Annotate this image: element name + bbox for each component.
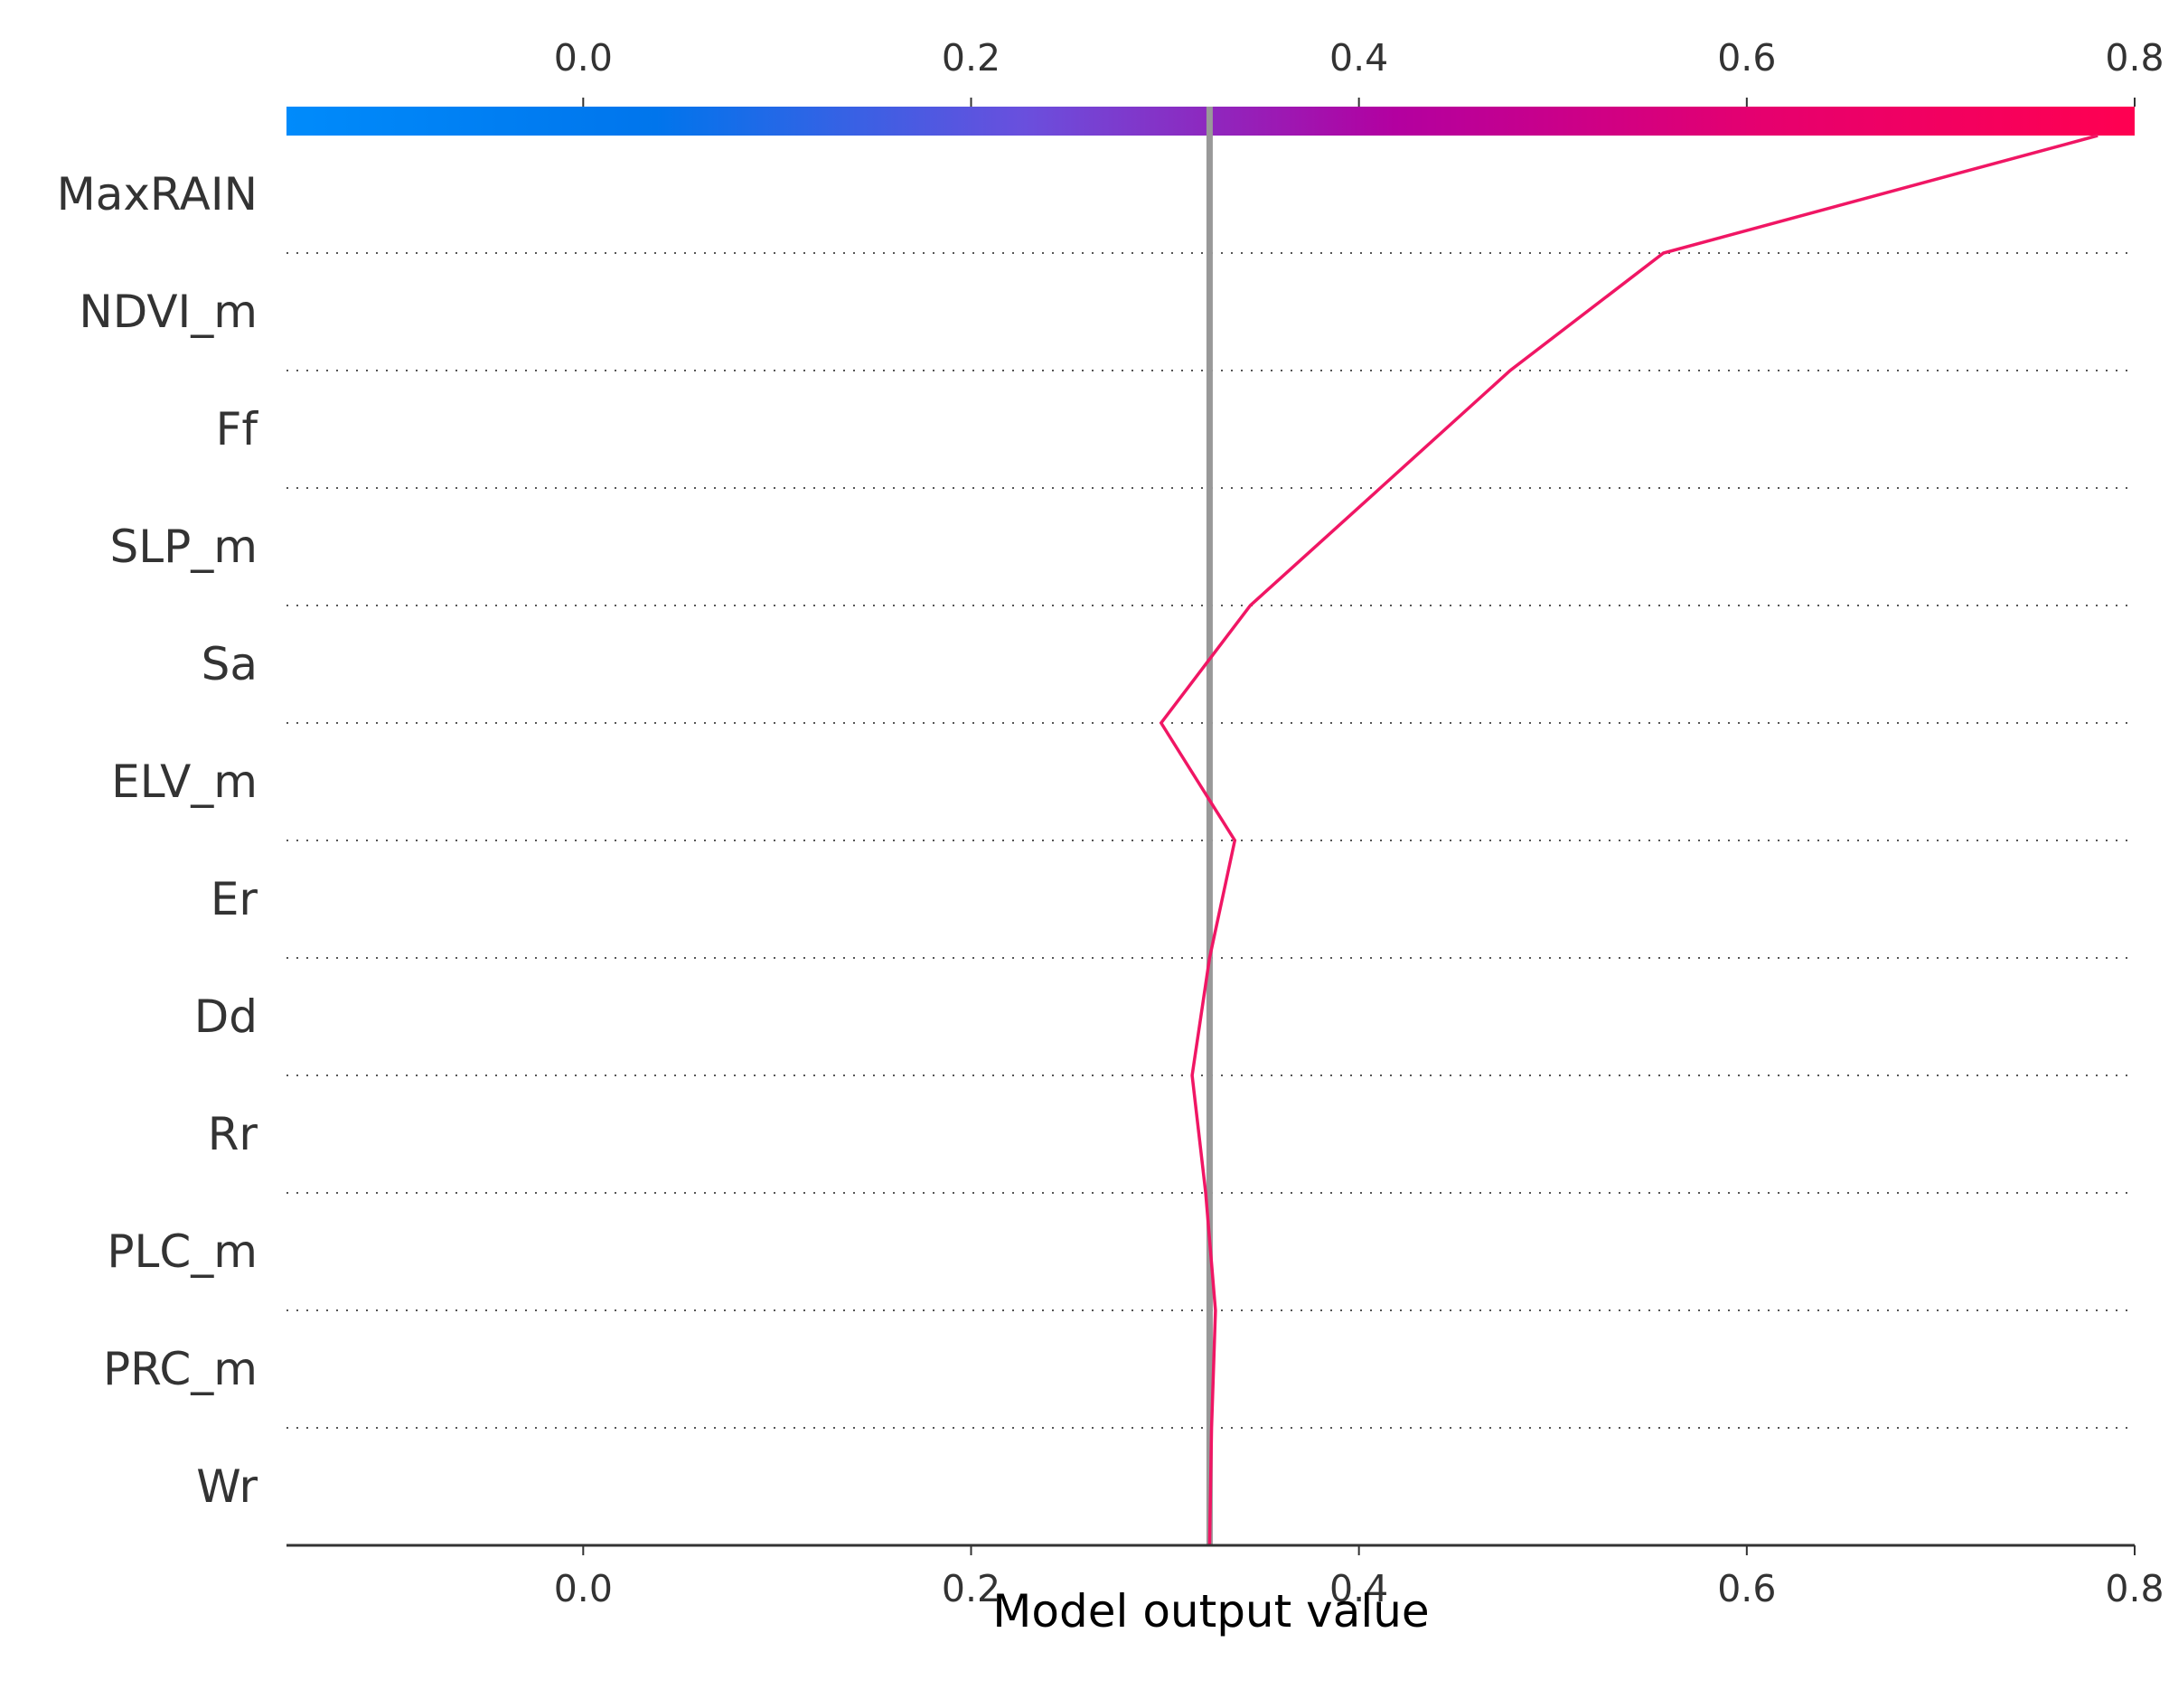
feature-labels: MaxRAIN NDVI_m Ff SLP_m Sa ELV_m Er Dd Rr PLC_m PR… <box>57 168 259 1513</box>
feature-label: Er <box>211 873 258 925</box>
feature-label: Sa <box>202 638 258 690</box>
feature-label: Wr <box>196 1460 258 1513</box>
feature-label: Dd <box>194 990 258 1043</box>
decision-path <box>1159 134 2099 1546</box>
feature-label: SLP_m <box>110 521 258 573</box>
top-tick-label: 0.4 <box>1329 36 1388 80</box>
x-tick-label: 0.0 <box>554 1567 613 1610</box>
top-tick-label: 0.8 <box>2105 36 2164 80</box>
top-tick-label: 0.2 <box>942 36 1000 80</box>
feature-label: Ff <box>216 403 259 455</box>
x-axis: 0.0 0.2 0.4 0.6 0.8 <box>286 1544 2164 1610</box>
feature-label: PRC_m <box>103 1343 258 1395</box>
top-tick-label: 0.0 <box>554 36 613 80</box>
feature-label: Rr <box>208 1108 258 1160</box>
feature-label: PLC_m <box>107 1225 258 1278</box>
x-tick-label: 0.2 <box>942 1567 1000 1610</box>
feature-label: NDVI_m <box>79 286 258 338</box>
x-axis-title: Model output value <box>992 1585 1429 1638</box>
top-tick-label: 0.6 <box>1717 36 1776 80</box>
x-tick-label: 0.6 <box>1717 1567 1776 1610</box>
top-axis-ticks: 0.0 0.2 0.4 0.6 0.8 <box>554 36 2164 107</box>
feature-label: ELV_m <box>111 755 258 808</box>
x-tick-label: 0.4 <box>1329 1567 1388 1610</box>
feature-label: MaxRAIN <box>57 168 258 221</box>
x-tick-label: 0.8 <box>2105 1567 2164 1610</box>
